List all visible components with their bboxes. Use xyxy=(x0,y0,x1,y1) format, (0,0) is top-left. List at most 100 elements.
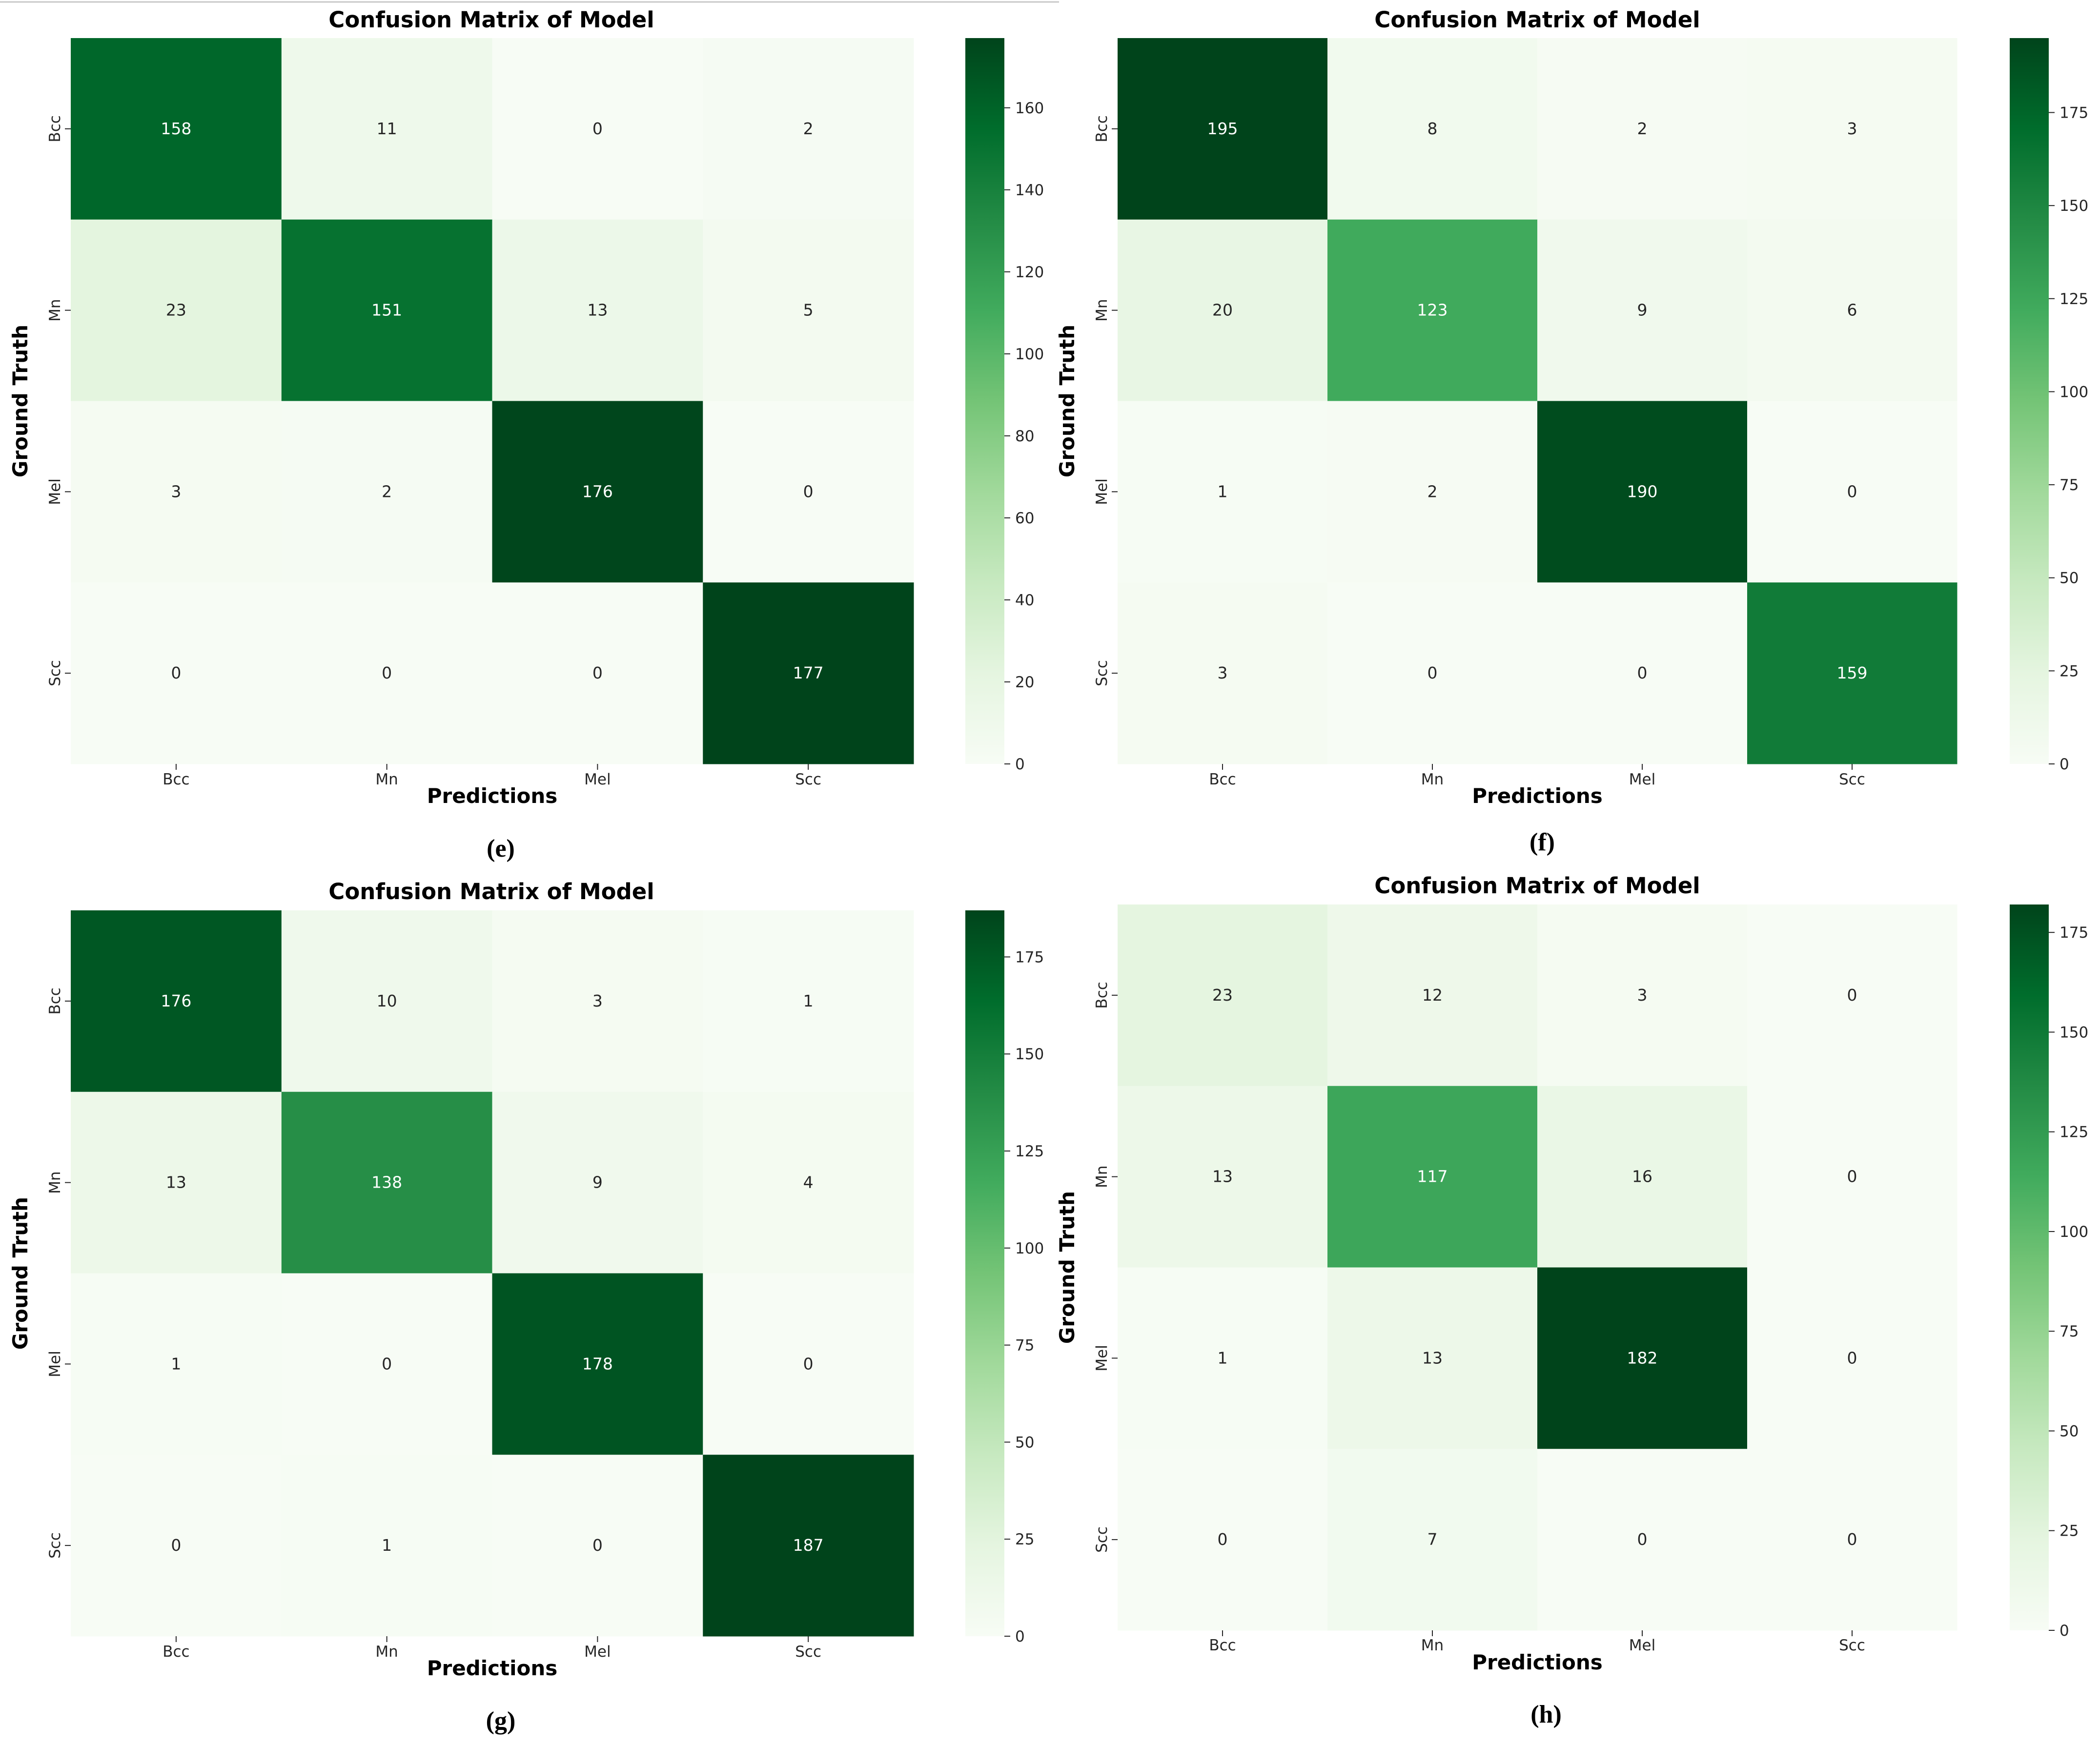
colorbar-tick-label: 50 xyxy=(2059,1422,2079,1440)
cell-value-label: 1 xyxy=(382,1536,392,1555)
y-tick-label: Mel xyxy=(46,478,64,505)
heatmap-cell xyxy=(1327,904,1538,1087)
y-axis-label: Ground Truth xyxy=(8,325,32,477)
heatmap-cell xyxy=(1747,219,1957,401)
heatmap-cell xyxy=(492,401,703,583)
y-tick-label: Mn xyxy=(1093,1165,1111,1188)
heatmap-cell xyxy=(492,1273,703,1455)
heatmap-cell xyxy=(492,219,703,401)
x-tick-label: Mn xyxy=(1421,1637,1444,1654)
heatmap-cell xyxy=(703,1273,914,1455)
cell-value-label: 2 xyxy=(803,119,814,138)
cell-value-label: 3 xyxy=(1847,119,1857,138)
y-tick-label: Bcc xyxy=(1093,982,1111,1008)
heatmap-cell xyxy=(281,401,492,583)
heatmap-cell xyxy=(1118,401,1328,583)
heatmap-cell xyxy=(1327,1449,1538,1631)
x-tick-label: Bcc xyxy=(1209,1637,1236,1654)
heatmap-cell xyxy=(703,582,914,764)
heatmap-cell xyxy=(281,219,492,401)
heatmap-cell xyxy=(1327,582,1538,764)
cell-value-label: 0 xyxy=(1218,1530,1228,1549)
heatmap-cell xyxy=(71,38,282,220)
heatmap-cell xyxy=(1747,904,1957,1087)
colorbar-tick-label: 100 xyxy=(1015,346,1044,363)
cell-value-label: 10 xyxy=(377,991,397,1010)
y-tick-label: Scc xyxy=(1093,1526,1111,1553)
heatmap-cell xyxy=(1747,1449,1957,1631)
heatmap-cell xyxy=(1537,401,1748,583)
cell-value-label: 9 xyxy=(1637,301,1648,320)
heatmap-cell xyxy=(1118,582,1328,764)
cell-value-label: 23 xyxy=(1212,986,1233,1005)
cell-value-label: 176 xyxy=(582,482,613,501)
heatmap-cell xyxy=(1747,401,1957,583)
y-tick-label: Mn xyxy=(46,1171,64,1193)
cell-value-label: 3 xyxy=(592,991,603,1010)
cell-value-label: 0 xyxy=(382,663,392,682)
chart-title: Confusion Matrix of Model xyxy=(1374,873,1700,899)
heatmap-cell xyxy=(71,1273,282,1455)
colorbar-tick-label: 50 xyxy=(1015,1434,1034,1451)
colorbar-tick-label: 0 xyxy=(1015,756,1025,773)
colorbar xyxy=(965,38,1004,764)
colorbar-tick-label: 125 xyxy=(2059,1124,2088,1141)
colorbar-tick-label: 175 xyxy=(2059,104,2088,122)
x-tick-label: Bcc xyxy=(1209,771,1236,788)
colorbar-tick-label: 150 xyxy=(1015,1046,1044,1063)
colorbar-tick-label: 75 xyxy=(2059,476,2079,494)
chart-title: Confusion Matrix of Model xyxy=(328,7,654,33)
x-tick-label: Scc xyxy=(795,1643,821,1661)
heatmap-cell xyxy=(492,38,703,220)
heatmap-cell xyxy=(703,1091,914,1274)
cell-value-label: 0 xyxy=(592,663,603,682)
colorbar-tick-label: 100 xyxy=(2059,383,2088,401)
cell-value-label: 0 xyxy=(382,1354,392,1373)
heatmap-cell xyxy=(71,1091,282,1274)
y-tick-label: Mn xyxy=(1093,299,1111,321)
colorbar-tick-label: 0 xyxy=(2059,756,2069,773)
cell-value-label: 0 xyxy=(171,663,181,682)
heatmap-cell xyxy=(71,1455,282,1637)
heatmap-cell xyxy=(71,401,282,583)
heatmap-cell xyxy=(1327,219,1538,401)
cell-value-label: 0 xyxy=(1427,663,1438,682)
cell-value-label: 8 xyxy=(1427,119,1438,138)
y-tick-label: Mel xyxy=(1093,478,1111,505)
cell-value-label: 7 xyxy=(1427,1530,1438,1549)
cell-value-label: 2 xyxy=(1637,119,1648,138)
y-tick-label: Scc xyxy=(46,1532,64,1559)
colorbar-tick-label: 100 xyxy=(1015,1240,1044,1257)
panel-caption: (h) xyxy=(1530,1701,1562,1728)
cell-value-label: 2 xyxy=(1427,482,1438,501)
heatmap-cell xyxy=(281,1273,492,1455)
heatmap-cell xyxy=(71,582,282,764)
cell-value-label: 2 xyxy=(382,482,392,501)
y-tick-label: Mn xyxy=(46,299,64,321)
x-axis-label: Predictions xyxy=(1472,784,1603,808)
heatmap-cell xyxy=(1118,1086,1328,1268)
colorbar-tick-label: 160 xyxy=(1015,100,1044,117)
heatmap-cell xyxy=(703,401,914,583)
x-tick-label: Scc xyxy=(795,771,821,788)
colorbar-tick-label: 80 xyxy=(1015,428,1034,445)
cell-value-label: 0 xyxy=(1637,663,1648,682)
colorbar-tick-label: 0 xyxy=(2059,1622,2069,1640)
heatmap-cell xyxy=(703,910,914,1092)
y-axis-label: Ground Truth xyxy=(8,1197,32,1350)
panel-caption: (g) xyxy=(486,1707,516,1735)
cell-value-label: 190 xyxy=(1627,482,1658,501)
heatmap-cell xyxy=(281,1455,492,1637)
heatmap-cell xyxy=(1537,1449,1748,1631)
cell-value-label: 0 xyxy=(171,1536,181,1555)
colorbar-tick-label: 25 xyxy=(1015,1531,1034,1548)
heatmap-cell xyxy=(1537,582,1748,764)
heatmap-cell xyxy=(1537,904,1748,1087)
x-axis-label: Predictions xyxy=(427,784,558,808)
cell-value-label: 13 xyxy=(587,301,608,320)
cell-value-label: 13 xyxy=(1422,1348,1443,1367)
